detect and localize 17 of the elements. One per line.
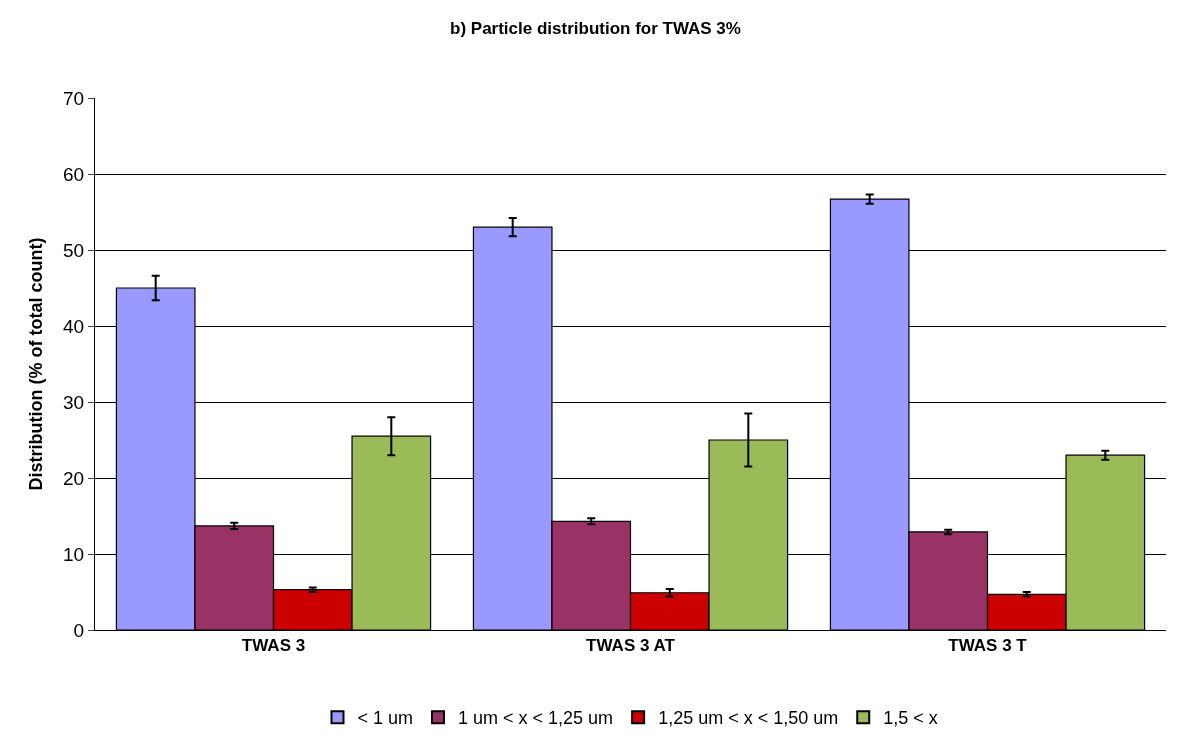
y-tick-label: 70 [63,87,85,109]
y-tick-label: 30 [63,391,85,413]
y-tick-label: 40 [63,315,85,337]
y-tick-label: 0 [73,619,85,641]
y-tick-label: 20 [63,467,85,489]
x-tick-label: TWAS 3 T [948,636,1028,656]
legend-label: 1,5 < x [883,708,938,729]
legend-label: 1,25 um < x < 1,50 um [658,708,839,729]
legend-label: 1 um < x < 1,25 um [458,708,614,729]
y-tick-label: 50 [63,239,85,261]
x-tick-label: TWAS 3 AT [586,636,676,656]
x-tick-label: TWAS 3 [241,636,306,656]
y-tick-label: 60 [63,163,85,185]
y-axis-title: Distribution (% of total count) [26,237,47,491]
legend-label: < 1 um [357,708,414,729]
chart-title: b) Particle distribution for TWAS 3% [450,19,741,39]
y-tick-label: 10 [63,543,85,565]
